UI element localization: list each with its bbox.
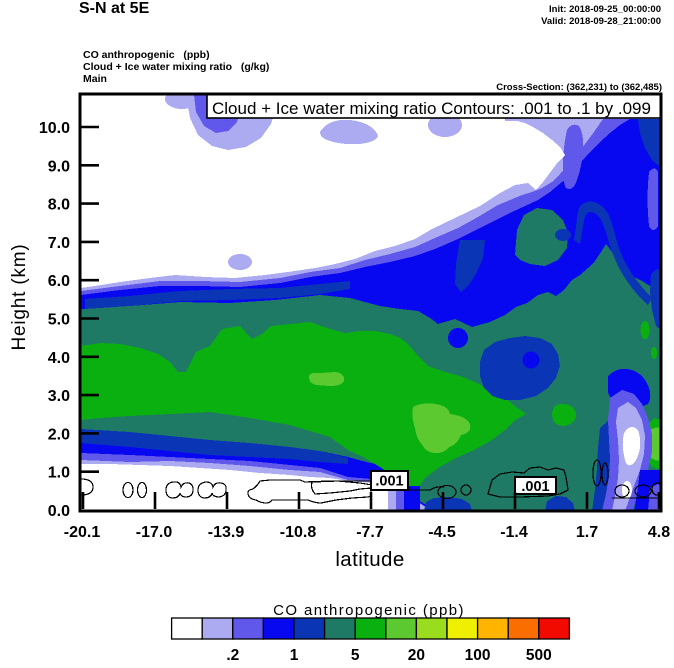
svg-text:-7.7: -7.7 (356, 524, 384, 541)
svg-text:7.0: 7.0 (48, 235, 70, 252)
svg-text:CO anthropogenic (ppb): CO anthropogenic (ppb) (273, 602, 465, 619)
svg-text:Height (km): Height (km) (9, 244, 30, 351)
svg-text:Cloud + Ice water mixing ratio: Cloud + Ice water mixing ratio (g/kg) (83, 61, 269, 73)
svg-text:5.0: 5.0 (48, 312, 70, 329)
svg-text:-10.8: -10.8 (280, 524, 317, 541)
svg-text:8.0: 8.0 (48, 197, 70, 214)
svg-text:5: 5 (351, 647, 360, 664)
svg-text:.001: .001 (521, 479, 549, 495)
svg-text:-17.0: -17.0 (136, 524, 173, 541)
svg-text:Main: Main (83, 73, 107, 85)
svg-text:-4.5: -4.5 (428, 524, 456, 541)
svg-text:S-N at 5E: S-N at 5E (79, 0, 150, 17)
svg-text:-13.9: -13.9 (208, 524, 245, 541)
svg-text:4.8: 4.8 (648, 524, 670, 541)
svg-text:latitude: latitude (335, 548, 404, 571)
svg-text:1.0: 1.0 (48, 465, 70, 482)
svg-text:10.0: 10.0 (39, 120, 70, 137)
svg-text:0.0: 0.0 (48, 503, 70, 520)
svg-text:.2: .2 (226, 647, 239, 664)
svg-text:100: 100 (465, 647, 491, 664)
svg-text:9.0: 9.0 (48, 158, 70, 175)
svg-text:-1.4: -1.4 (500, 524, 528, 541)
svg-text:3.0: 3.0 (48, 388, 70, 405)
svg-text:1: 1 (290, 647, 299, 664)
svg-text:Cloud + Ice water mixing ratio: Cloud + Ice water mixing ratio Contours:… (212, 99, 651, 118)
svg-text:Valid: 2018-09-28_21:00:00: Valid: 2018-09-28_21:00:00 (541, 16, 661, 27)
svg-text:CO anthropogenic (ppb): CO anthropogenic (ppb) (83, 49, 210, 61)
svg-text:1.7: 1.7 (576, 524, 598, 541)
svg-text:Init: 2018-09-25_00:00:00: Init: 2018-09-25_00:00:00 (549, 4, 661, 15)
svg-text:Cross-Section: (362,231) to (3: Cross-Section: (362,231) to (362,485) (496, 82, 662, 93)
svg-text:500: 500 (526, 647, 552, 664)
svg-text:4.0: 4.0 (48, 350, 70, 367)
svg-text:2.0: 2.0 (48, 426, 70, 443)
svg-text:20: 20 (408, 647, 425, 664)
svg-text:.001: .001 (375, 474, 403, 490)
svg-text:6.0: 6.0 (48, 273, 70, 290)
svg-text:-20.1: -20.1 (64, 524, 101, 541)
